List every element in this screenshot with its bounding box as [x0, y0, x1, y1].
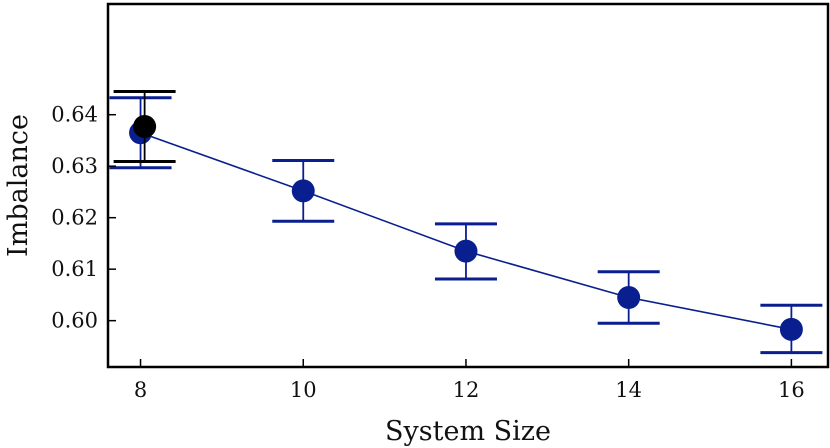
- chart-marks: [109, 90, 823, 355]
- y-tick-label: 0.64: [51, 103, 98, 127]
- plot-frame: [106, 2, 830, 369]
- axis-ticks: 8 10 12 14 16 0.60 0.61 0.62 0.63 0.64: [51, 103, 805, 402]
- data-point: [617, 285, 641, 309]
- data-point: [454, 239, 478, 263]
- series-single-point: [113, 90, 176, 164]
- x-tick-label: 10: [290, 378, 317, 402]
- y-tick-label: 0.60: [51, 309, 98, 333]
- y-tick-label: 0.61: [51, 257, 98, 281]
- data-point: [779, 317, 803, 341]
- y-axis-label: Imbalance: [3, 114, 34, 257]
- data-point: [291, 179, 315, 203]
- x-axis-label: System Size: [385, 416, 551, 447]
- y-tick-label: 0.62: [51, 206, 98, 230]
- series-main: [109, 96, 823, 355]
- y-tick-label: 0.63: [51, 154, 98, 178]
- x-tick-label: 8: [134, 378, 147, 402]
- data-point: [133, 115, 157, 139]
- x-tick-label: 16: [778, 378, 805, 402]
- x-tick-label: 14: [615, 378, 642, 402]
- x-tick-label: 12: [453, 378, 480, 402]
